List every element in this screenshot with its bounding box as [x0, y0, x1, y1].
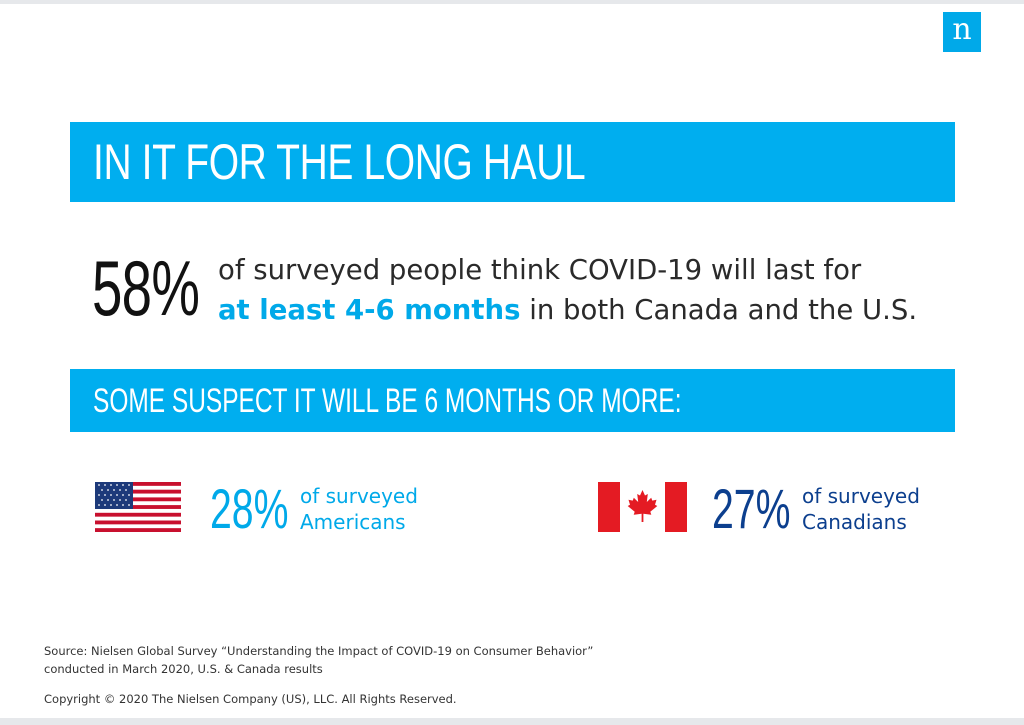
headline-line-2-rest: in both Canada and the U.S. [520, 294, 918, 326]
source-line-2: conducted in March 2020, U.S. & Canada r… [44, 662, 323, 676]
canada-description: of surveyed Canadians [802, 483, 920, 535]
canada-description-line-1: of surveyed [802, 484, 920, 508]
source-line-1: Source: Nielsen Global Survey “Understan… [44, 644, 594, 658]
top-edge-bar [0, 0, 1024, 4]
canada-flag-icon [598, 482, 687, 532]
us-description: of surveyed Americans [300, 483, 418, 535]
logo-letter: n [952, 12, 972, 47]
bottom-edge-bar [0, 718, 1024, 725]
nielsen-logo-icon: n [943, 12, 981, 52]
headline-line-2: at least 4-6 months in both Canada and t… [218, 290, 917, 330]
subheader-title: SOME SUSPECT IT WILL BE 6 MONTHS OR MORE… [93, 382, 682, 420]
copyright-notice: Copyright © 2020 The Nielsen Company (US… [44, 692, 457, 706]
us-description-line-1: of surveyed [300, 484, 418, 508]
headline-line-1: of surveyed people think COVID-19 will l… [218, 254, 862, 286]
subheader-banner: SOME SUSPECT IT WILL BE 6 MONTHS OR MORE… [70, 369, 955, 432]
us-percent: 28% [210, 477, 289, 540]
page-title: IN IT FOR THE LONG HAUL [93, 134, 586, 190]
us-description-line-2: Americans [300, 510, 406, 534]
headline-percent: 58% [92, 244, 200, 332]
us-flag-icon [95, 482, 181, 532]
headline-description: of surveyed people think COVID-19 will l… [218, 250, 917, 330]
source-note: Source: Nielsen Global Survey “Understan… [44, 642, 593, 678]
headline-highlight: at least 4-6 months [218, 294, 521, 326]
title-banner: IN IT FOR THE LONG HAUL [70, 122, 955, 202]
canada-description-line-2: Canadians [802, 510, 907, 534]
canada-percent: 27% [712, 477, 791, 540]
